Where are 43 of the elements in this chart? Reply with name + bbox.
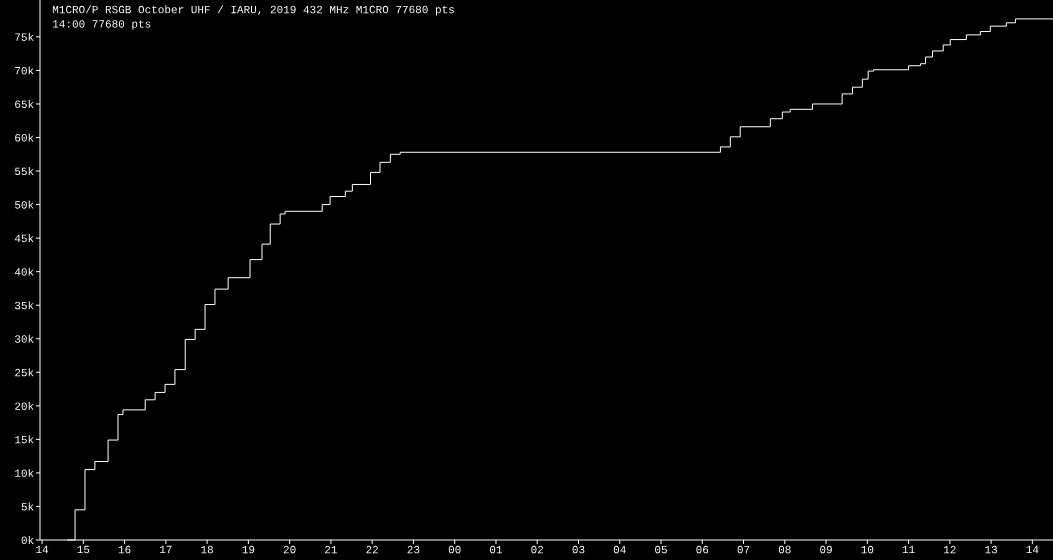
x-tick-label: 20 bbox=[283, 545, 296, 554]
y-tick-label: 50k bbox=[15, 200, 34, 209]
y-tick-label: 20k bbox=[15, 401, 34, 410]
x-tick-label: 03 bbox=[572, 545, 585, 554]
x-tick-label: 05 bbox=[655, 545, 667, 554]
x-tick-label: 18 bbox=[201, 545, 213, 554]
y-tick-label: 40k bbox=[14, 267, 34, 276]
y-tick-label: 30k bbox=[15, 334, 34, 343]
x-tick-label: 12 bbox=[944, 545, 956, 554]
x-tick-label: 15 bbox=[77, 545, 90, 554]
x-tick-label: 23 bbox=[407, 545, 420, 554]
x-tick-label: 07 bbox=[737, 545, 750, 554]
x-tick-label: 19 bbox=[242, 545, 255, 554]
x-tick-label: 11 bbox=[902, 545, 915, 554]
y-tick-label: 35k bbox=[15, 301, 34, 310]
y-tick-label: 70k bbox=[15, 66, 34, 75]
x-tick-label: 02 bbox=[531, 545, 544, 554]
y-tick-label: 25k bbox=[15, 368, 34, 377]
y-tick-label: 55k bbox=[15, 167, 34, 176]
x-tick-label: 17 bbox=[160, 545, 172, 554]
x-tick-label: 10 bbox=[861, 545, 874, 554]
x-tick-label: 01 bbox=[490, 545, 503, 554]
x-tick-label: 00 bbox=[448, 545, 461, 554]
x-tick-label: 22 bbox=[366, 545, 378, 554]
y-tick-label: 45k bbox=[14, 234, 34, 243]
x-tick-label: 16 bbox=[118, 545, 131, 554]
y-tick-label: 10k bbox=[15, 468, 34, 477]
x-tick-label: 13 bbox=[985, 545, 998, 554]
x-tick-label: 09 bbox=[820, 545, 832, 554]
y-tick-label: 15k bbox=[15, 435, 34, 444]
y-tick-label: 0k bbox=[21, 535, 34, 545]
y-tick-label: 60k bbox=[15, 133, 34, 142]
y-tick-label: 5k bbox=[21, 502, 34, 511]
x-tick-label: 14 bbox=[36, 545, 49, 554]
chart-title: M1CRO/P RSGB October UHF / IARU, 2019 432 MHz M1CRO 77680 pts bbox=[52, 5, 454, 16]
x-tick-label: 14 bbox=[1026, 545, 1039, 554]
x-tick-label: 04 bbox=[613, 545, 626, 554]
y-tick-label: 65k bbox=[15, 99, 34, 109]
text: 14:00 77680 pts bbox=[53, 20, 151, 30]
x-tick-label: 21 bbox=[325, 545, 337, 554]
x-tick-label: 06 bbox=[696, 545, 709, 554]
x-tick-label: 08 bbox=[778, 545, 791, 554]
y-tick-label: 75k bbox=[15, 32, 34, 41]
